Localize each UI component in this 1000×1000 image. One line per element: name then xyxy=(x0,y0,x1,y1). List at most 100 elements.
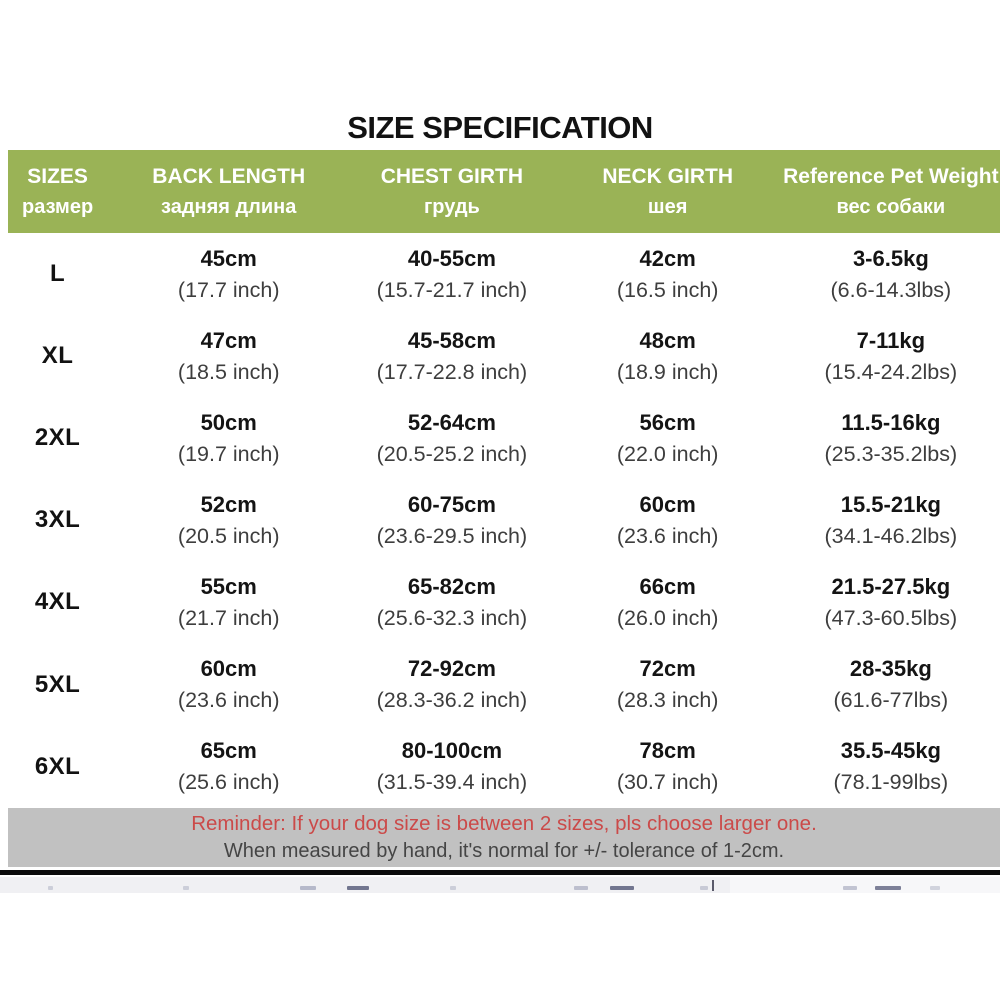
reminder-banner: Reminder: If your dog size is between 2 … xyxy=(8,808,1000,867)
header-col-chest-girth-en: CHEST GIRTH xyxy=(380,164,524,188)
pet-weight-kg: 21.5-27.5kg xyxy=(831,573,951,599)
cropped-text-artifact xyxy=(930,886,940,890)
neck-girth-cm: 56cm xyxy=(639,409,696,435)
table-row-6xl: 6XL 65cm (25.6 inch) 80-100cm (31.5-39.4… xyxy=(8,726,1000,808)
size-label: L xyxy=(50,260,66,288)
chest-girth-cm: 45-58cm xyxy=(407,327,496,353)
cropped-text-artifact xyxy=(183,886,189,890)
header-col-neck-girth-en: NECK GIRTH xyxy=(602,164,733,188)
back-length-cm: 45cm xyxy=(200,245,257,271)
size-label: 4XL xyxy=(34,588,81,616)
header-col-chest-girth-ru: грудь xyxy=(423,195,480,218)
neck-girth-inch: (16.5 inch) xyxy=(616,277,719,302)
pet-weight-kg: 35.5-45kg xyxy=(840,738,941,764)
cropped-text-artifact xyxy=(712,880,714,891)
neck-girth-inch: (26.0 inch) xyxy=(616,605,719,630)
chest-girth-cm: 40-55cm xyxy=(407,245,496,271)
pet-weight-kg: 3-6.5kg xyxy=(852,245,929,271)
back-length-cell: 60cm (23.6 inch) xyxy=(107,656,350,713)
back-length-cm: 52cm xyxy=(200,491,257,517)
cropped-text-artifact xyxy=(347,886,369,890)
chest-girth-cm: 52-64cm xyxy=(407,409,496,435)
neck-girth-inch: (22.0 inch) xyxy=(616,441,719,466)
chest-girth-cell: 40-55cm (15.7-21.7 inch) xyxy=(350,246,553,303)
neck-girth-inch: (28.3 inch) xyxy=(616,688,719,713)
cropped-text-artifact xyxy=(843,886,857,890)
header-col-sizes: SIZES размер xyxy=(8,165,107,219)
neck-girth-cell: 72cm (28.3 inch) xyxy=(554,656,782,713)
size-label: 5XL xyxy=(34,670,81,698)
cropped-text-artifact xyxy=(875,886,901,890)
back-length-inch: (20.5 inch) xyxy=(177,523,280,548)
chest-girth-cm: 80-100cm xyxy=(401,738,503,764)
chest-girth-cm: 72-92cm xyxy=(407,656,496,682)
reminder-text: Reminder: If your dog size is between 2 … xyxy=(191,812,817,835)
back-length-cm: 47cm xyxy=(200,327,257,353)
chest-girth-cell: 45-58cm (17.7-22.8 inch) xyxy=(350,328,553,385)
chest-girth-cell: 80-100cm (31.5-39.4 inch) xyxy=(350,738,553,795)
neck-girth-cell: 56cm (22.0 inch) xyxy=(554,410,782,467)
divider-bar xyxy=(0,870,1000,875)
table-row-5xl: 5XL 60cm (23.6 inch) 72-92cm (28.3-36.2 … xyxy=(8,643,1000,725)
neck-girth-inch: (18.9 inch) xyxy=(616,359,719,384)
cropped-next-section-highlight xyxy=(730,877,1000,893)
back-length-cm: 50cm xyxy=(200,409,257,435)
cropped-text-artifact xyxy=(48,886,53,890)
table-header-row: SIZES размер BACK LENGTH задняя длина CH… xyxy=(8,150,1000,233)
chest-girth-inch: (17.7-22.8 inch) xyxy=(376,359,528,384)
pet-weight-cell: 35.5-45kg (78.1-99lbs) xyxy=(782,738,1000,795)
neck-girth-inch: (23.6 inch) xyxy=(616,523,719,548)
back-length-inch: (21.7 inch) xyxy=(177,605,280,630)
pet-weight-lbs: (34.1-46.2lbs) xyxy=(824,523,958,548)
back-length-cm: 60cm xyxy=(200,656,257,682)
neck-girth-cm: 48cm xyxy=(639,327,696,353)
back-length-inch: (17.7 inch) xyxy=(177,277,280,302)
header-col-pet-weight-ru: вес собаки xyxy=(836,195,946,218)
back-length-inch: (25.6 inch) xyxy=(177,770,280,795)
chest-girth-cell: 52-64cm (20.5-25.2 inch) xyxy=(350,410,553,467)
tolerance-text: When measured by hand, it's normal for +… xyxy=(223,840,785,862)
neck-girth-cm: 60cm xyxy=(639,491,696,517)
chest-girth-cell: 72-92cm (28.3-36.2 inch) xyxy=(350,656,553,713)
size-label: 2XL xyxy=(34,424,81,452)
pet-weight-cell: 28-35kg (61.6-77lbs) xyxy=(782,656,1000,713)
chest-girth-inch: (25.6-32.3 inch) xyxy=(376,605,528,630)
table-row-l: L 45cm (17.7 inch) 40-55cm (15.7-21.7 in… xyxy=(8,233,1000,315)
pet-weight-cell: 7-11kg (15.4-24.2lbs) xyxy=(782,328,1000,385)
header-col-neck-girth-ru: шея xyxy=(647,195,688,218)
chest-girth-inch: (31.5-39.4 inch) xyxy=(376,770,528,795)
neck-girth-inch: (30.7 inch) xyxy=(616,770,719,795)
chest-girth-cell: 60-75cm (23.6-29.5 inch) xyxy=(350,492,553,549)
cropped-text-artifact xyxy=(574,886,588,890)
chest-girth-inch: (23.6-29.5 inch) xyxy=(376,523,528,548)
neck-girth-cell: 42cm (16.5 inch) xyxy=(554,246,782,303)
pet-weight-kg: 7-11kg xyxy=(856,327,926,353)
cropped-text-artifact xyxy=(700,886,708,890)
table-row-2xl: 2XL 50cm (19.7 inch) 52-64cm (20.5-25.2 … xyxy=(8,397,1000,479)
table-row-4xl: 4XL 55cm (21.7 inch) 65-82cm (25.6-32.3 … xyxy=(8,561,1000,643)
neck-girth-cm: 66cm xyxy=(639,573,696,599)
header-col-back-length-ru: задняя длина xyxy=(161,195,297,218)
page-title: SIZE SPECIFICATION xyxy=(347,110,653,145)
pet-weight-kg: 15.5-21kg xyxy=(840,491,941,517)
neck-girth-cell: 66cm (26.0 inch) xyxy=(554,574,782,631)
cropped-next-section xyxy=(0,877,1000,893)
pet-weight-lbs: (6.6-14.3lbs) xyxy=(830,277,952,302)
table-row-3xl: 3XL 52cm (20.5 inch) 60-75cm (23.6-29.5 … xyxy=(8,479,1000,561)
size-label: 3XL xyxy=(34,506,81,534)
back-length-cell: 47cm (18.5 inch) xyxy=(107,328,350,385)
chest-girth-cm: 65-82cm xyxy=(407,573,496,599)
neck-girth-cell: 78cm (30.7 inch) xyxy=(554,738,782,795)
pet-weight-lbs: (47.3-60.5lbs) xyxy=(824,605,958,630)
back-length-cell: 45cm (17.7 inch) xyxy=(107,246,350,303)
cropped-text-artifact xyxy=(610,886,634,890)
back-length-inch: (19.7 inch) xyxy=(177,441,280,466)
table-row-xl: XL 47cm (18.5 inch) 45-58cm (17.7-22.8 i… xyxy=(8,315,1000,397)
back-length-inch: (18.5 inch) xyxy=(177,359,280,384)
header-col-back-length: BACK LENGTH задняя длина xyxy=(107,165,350,219)
pet-weight-lbs: (25.3-35.2lbs) xyxy=(824,441,958,466)
chest-girth-inch: (15.7-21.7 inch) xyxy=(376,277,528,302)
pet-weight-lbs: (15.4-24.2lbs) xyxy=(824,359,958,384)
cropped-text-artifact xyxy=(300,886,316,890)
